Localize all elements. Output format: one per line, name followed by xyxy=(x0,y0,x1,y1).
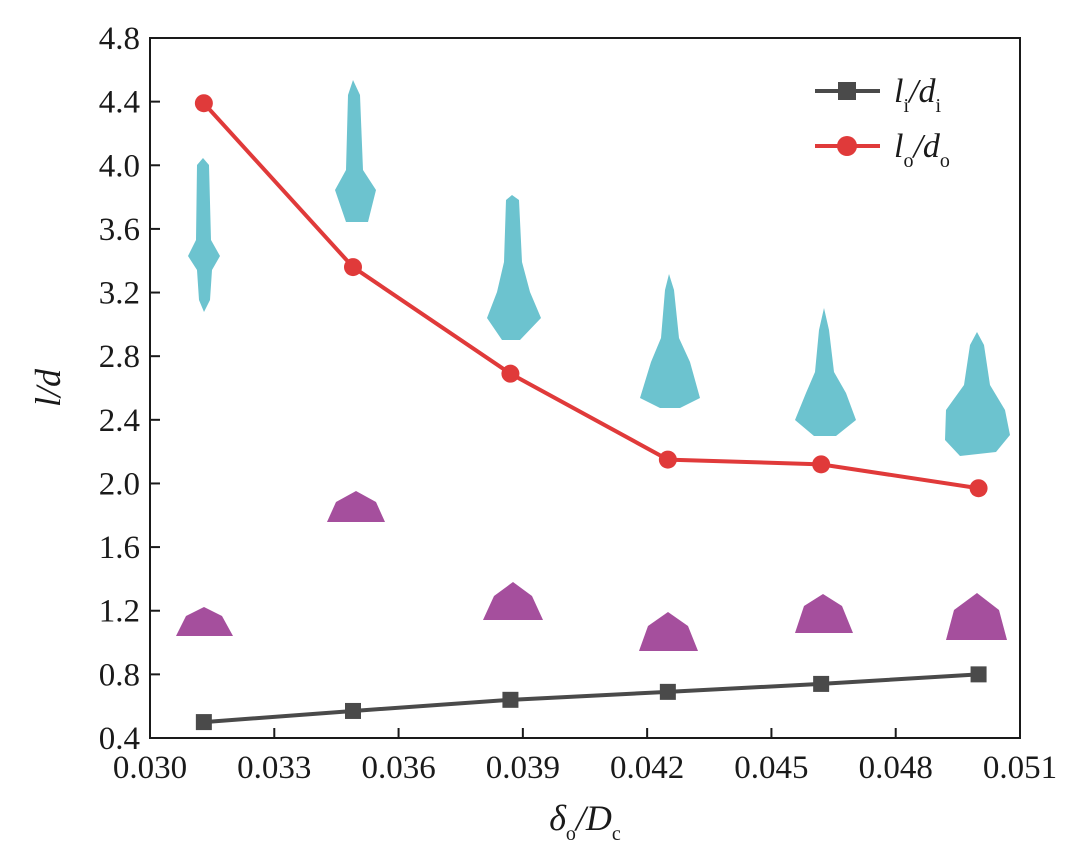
inset-images xyxy=(176,80,1010,651)
x-tick-label: 0.051 xyxy=(983,750,1057,786)
data-point-square xyxy=(502,691,519,708)
axis-ticks: 0.030 0.033 0.036 0.039 0.042 0.045 0.048 0.051… xyxy=(99,21,1057,786)
magenta-drop-shape-3 xyxy=(483,582,543,620)
x-tick-label: 0.033 xyxy=(237,750,311,786)
y-tick-label: 0.8 xyxy=(99,657,140,693)
data-point-circle xyxy=(658,450,677,469)
y-tick-label: 0.4 xyxy=(99,721,140,757)
y-tick-label: 2.4 xyxy=(99,403,140,439)
y-tick-label: 2.8 xyxy=(99,339,140,375)
magenta-drop-shape-5 xyxy=(795,594,853,633)
y-tick-label: 1.2 xyxy=(99,594,140,630)
cyan-drop-shape-6 xyxy=(945,332,1010,456)
y-axis-label: l/d xyxy=(28,368,68,407)
data-point-square xyxy=(345,702,361,719)
cyan-drop-shape-5 xyxy=(795,308,856,436)
series-line-0 xyxy=(203,672,979,725)
series-layer xyxy=(194,94,988,731)
cyan-drop-shape-1 xyxy=(188,158,220,312)
cyan-drop-shape-4 xyxy=(640,274,700,408)
data-point-circle xyxy=(969,479,988,498)
legend-marker-square xyxy=(838,82,856,100)
magenta-drop-shape-6 xyxy=(946,593,1007,640)
legend: li/di lo/do xyxy=(815,73,950,172)
y-tick-label: 2.0 xyxy=(99,466,140,502)
legend-entry-lo-do: lo/do xyxy=(815,128,950,172)
x-tick-label: 0.030 xyxy=(113,750,187,786)
data-point-square xyxy=(659,683,676,700)
y-tick-label: 3.2 xyxy=(99,276,140,312)
y-tick-label: 4.8 xyxy=(99,21,140,57)
cyan-drop-shape-2 xyxy=(335,80,376,222)
data-point-circle xyxy=(501,364,520,383)
y-tick-label: 4.0 xyxy=(99,148,140,184)
x-tick-label: 0.042 xyxy=(610,750,684,786)
plot-frame xyxy=(149,37,1021,739)
x-tick-label: 0.045 xyxy=(734,750,808,786)
legend-marker-circle xyxy=(837,136,857,156)
x-axis-label: δo/Dc xyxy=(549,798,621,845)
data-point-square xyxy=(813,675,830,692)
y-tick-label: 1.6 xyxy=(99,530,140,566)
legend-label-lo-do: lo/do xyxy=(894,128,950,172)
x-tick-label: 0.039 xyxy=(486,750,560,786)
cyan-drop-shape-3 xyxy=(487,195,541,340)
y-tick-label: 4.4 xyxy=(99,85,140,121)
x-tick-label: 0.036 xyxy=(361,750,435,786)
data-point-circle xyxy=(344,258,362,277)
magenta-drop-shape-1 xyxy=(176,607,233,636)
data-point-circle xyxy=(194,94,213,113)
legend-entry-li-di: li/di xyxy=(815,73,941,117)
magenta-drop-shape-2 xyxy=(327,491,385,522)
magenta-drop-shape-4 xyxy=(639,612,698,651)
data-point-square xyxy=(970,666,987,683)
data-point-square xyxy=(195,714,212,731)
series-line-1 xyxy=(202,101,979,491)
x-tick-label: 0.048 xyxy=(859,750,933,786)
data-point-circle xyxy=(812,455,831,474)
legend-label-li-di: li/di xyxy=(894,73,941,117)
y-tick-label: 3.6 xyxy=(99,212,140,248)
